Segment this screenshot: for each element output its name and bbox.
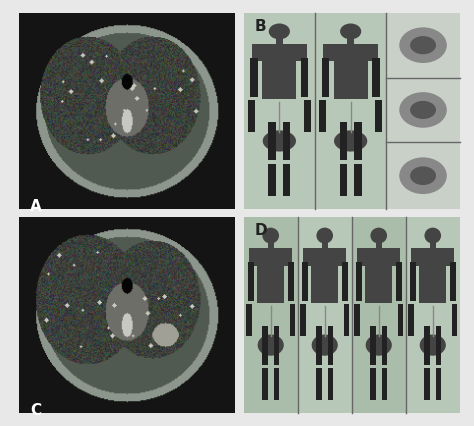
FancyBboxPatch shape	[386, 13, 460, 209]
FancyBboxPatch shape	[311, 264, 338, 303]
FancyBboxPatch shape	[344, 305, 349, 336]
FancyBboxPatch shape	[268, 164, 276, 196]
Ellipse shape	[269, 23, 290, 39]
FancyBboxPatch shape	[452, 305, 457, 336]
FancyBboxPatch shape	[273, 368, 279, 400]
FancyBboxPatch shape	[290, 305, 295, 336]
FancyBboxPatch shape	[436, 325, 441, 365]
FancyBboxPatch shape	[365, 264, 392, 303]
FancyBboxPatch shape	[283, 121, 290, 161]
FancyBboxPatch shape	[340, 121, 347, 161]
Ellipse shape	[399, 92, 447, 128]
FancyBboxPatch shape	[382, 325, 387, 365]
FancyBboxPatch shape	[303, 248, 346, 265]
FancyBboxPatch shape	[316, 368, 322, 400]
FancyBboxPatch shape	[244, 217, 298, 413]
FancyBboxPatch shape	[396, 262, 401, 301]
Ellipse shape	[410, 36, 436, 54]
Ellipse shape	[263, 227, 279, 244]
FancyBboxPatch shape	[328, 325, 333, 365]
FancyBboxPatch shape	[398, 305, 403, 336]
FancyBboxPatch shape	[257, 264, 284, 303]
FancyBboxPatch shape	[370, 325, 376, 365]
FancyBboxPatch shape	[319, 101, 327, 132]
FancyBboxPatch shape	[342, 262, 347, 301]
FancyBboxPatch shape	[303, 101, 311, 132]
FancyBboxPatch shape	[262, 368, 268, 400]
FancyBboxPatch shape	[376, 241, 382, 250]
FancyBboxPatch shape	[263, 60, 296, 98]
FancyBboxPatch shape	[356, 262, 362, 301]
FancyBboxPatch shape	[382, 368, 387, 400]
Text: A: A	[30, 199, 42, 214]
Ellipse shape	[263, 130, 296, 152]
FancyBboxPatch shape	[354, 121, 362, 161]
FancyBboxPatch shape	[248, 101, 255, 132]
FancyBboxPatch shape	[410, 262, 416, 301]
FancyBboxPatch shape	[328, 368, 333, 400]
FancyBboxPatch shape	[316, 325, 322, 365]
Ellipse shape	[399, 157, 447, 194]
FancyBboxPatch shape	[450, 262, 456, 301]
FancyBboxPatch shape	[334, 60, 368, 98]
FancyBboxPatch shape	[268, 121, 276, 161]
FancyBboxPatch shape	[300, 305, 306, 336]
FancyBboxPatch shape	[301, 58, 309, 97]
FancyBboxPatch shape	[249, 248, 292, 265]
Text: D: D	[255, 223, 267, 238]
Ellipse shape	[340, 23, 361, 39]
FancyBboxPatch shape	[315, 13, 386, 209]
Ellipse shape	[317, 227, 333, 244]
Ellipse shape	[365, 334, 392, 356]
FancyBboxPatch shape	[262, 325, 268, 365]
FancyBboxPatch shape	[298, 217, 352, 413]
Ellipse shape	[334, 130, 367, 152]
Ellipse shape	[370, 227, 387, 244]
FancyBboxPatch shape	[375, 101, 382, 132]
FancyBboxPatch shape	[248, 262, 254, 301]
FancyBboxPatch shape	[430, 241, 436, 250]
FancyBboxPatch shape	[373, 58, 380, 97]
Ellipse shape	[410, 167, 436, 185]
Ellipse shape	[311, 334, 338, 356]
FancyBboxPatch shape	[354, 305, 360, 336]
FancyBboxPatch shape	[424, 368, 430, 400]
FancyBboxPatch shape	[352, 217, 406, 413]
FancyBboxPatch shape	[246, 305, 252, 336]
Text: B: B	[255, 19, 266, 34]
FancyBboxPatch shape	[250, 58, 257, 97]
Ellipse shape	[399, 27, 447, 63]
FancyBboxPatch shape	[340, 164, 347, 196]
FancyBboxPatch shape	[370, 368, 376, 400]
FancyBboxPatch shape	[323, 44, 378, 61]
FancyBboxPatch shape	[322, 58, 329, 97]
FancyBboxPatch shape	[252, 44, 307, 61]
FancyBboxPatch shape	[273, 325, 279, 365]
Text: C: C	[30, 403, 41, 418]
FancyBboxPatch shape	[288, 262, 293, 301]
FancyBboxPatch shape	[302, 262, 308, 301]
Ellipse shape	[424, 227, 441, 244]
FancyBboxPatch shape	[424, 325, 430, 365]
FancyBboxPatch shape	[354, 164, 362, 196]
Ellipse shape	[410, 101, 436, 119]
FancyBboxPatch shape	[276, 37, 283, 46]
FancyBboxPatch shape	[408, 305, 414, 336]
FancyBboxPatch shape	[268, 241, 273, 250]
FancyBboxPatch shape	[283, 164, 290, 196]
Ellipse shape	[419, 334, 446, 356]
FancyBboxPatch shape	[322, 241, 328, 250]
FancyBboxPatch shape	[411, 248, 454, 265]
FancyBboxPatch shape	[419, 264, 446, 303]
FancyBboxPatch shape	[357, 248, 400, 265]
FancyBboxPatch shape	[406, 217, 460, 413]
Ellipse shape	[258, 334, 284, 356]
FancyBboxPatch shape	[244, 13, 315, 209]
FancyBboxPatch shape	[347, 37, 354, 46]
FancyBboxPatch shape	[436, 368, 441, 400]
